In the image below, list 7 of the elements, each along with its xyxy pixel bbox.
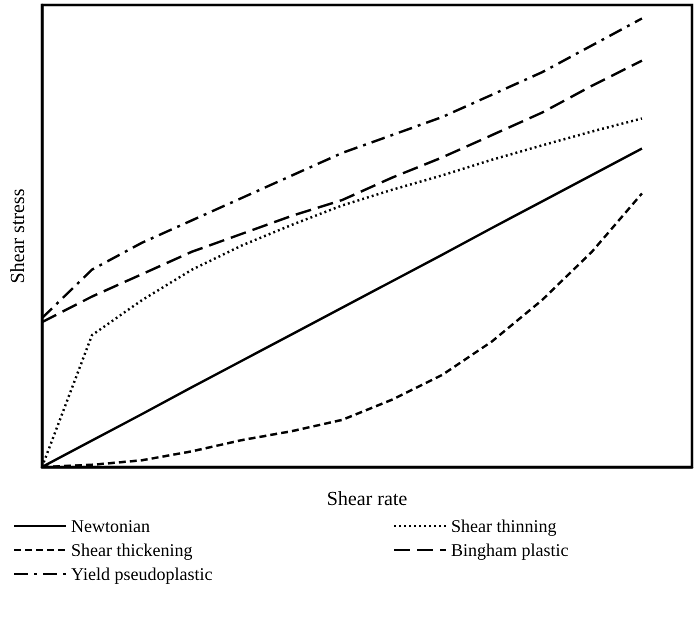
legend-label: Newtonian (71, 516, 150, 536)
legend-label: Shear thinning (451, 516, 556, 536)
legend-label: Shear thickening (71, 540, 192, 560)
legend-label: Bingham plastic (451, 540, 568, 560)
y-axis-title: Shear stress (7, 188, 29, 284)
x-axis-title: Shear rate (326, 488, 408, 510)
legend-label: Yield pseudoplastic (71, 564, 212, 584)
